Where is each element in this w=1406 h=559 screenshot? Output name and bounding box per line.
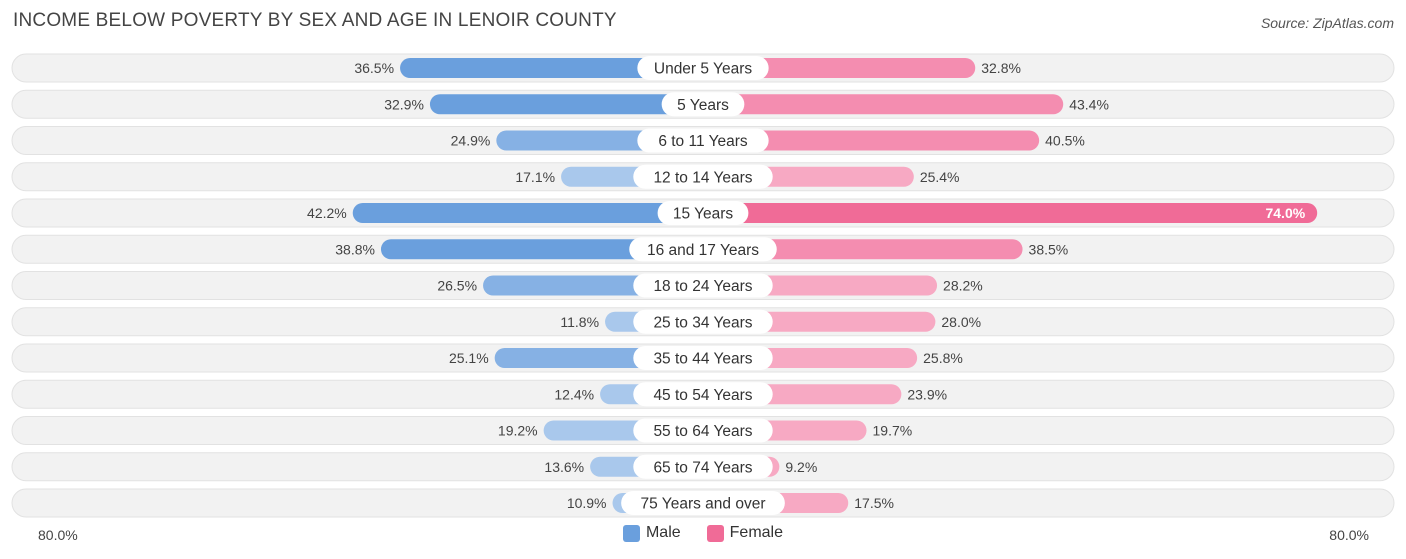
female-bar[interactable]	[693, 203, 1318, 223]
category-label: 18 to 24 Years	[653, 278, 752, 295]
female-bar[interactable]	[693, 94, 1064, 115]
female-value-label: 32.8%	[981, 60, 1021, 76]
chart-row: 26.5% 28.2% 18 to 24 Years	[11, 271, 1395, 300]
category-label: 12 to 14 Years	[653, 169, 752, 186]
male-value-label: 42.2%	[307, 205, 347, 221]
chart-row: 10.9% 17.5% 75 Years and over	[11, 488, 1395, 518]
female-value-label: 9.2%	[785, 459, 817, 475]
male-value-label: 24.9%	[451, 133, 491, 149]
axis-left-label: 80.0%	[38, 527, 78, 543]
legend: Male Female	[0, 524, 1406, 542]
chart-row: 17.1% 25.4% 12 to 14 Years	[11, 162, 1395, 192]
female-bar[interactable]	[693, 130, 1040, 151]
female-value-label: 28.0%	[941, 314, 981, 330]
female-value-label: 25.8%	[923, 350, 963, 366]
category-pill	[633, 164, 773, 189]
female-value-label: 74.0%	[1265, 205, 1305, 221]
female-value-label: 43.4%	[1069, 96, 1109, 112]
chart-row: 32.9% 43.4% 5 Years	[11, 89, 1395, 119]
female-swatch-icon	[706, 524, 724, 542]
category-pill	[621, 491, 785, 515]
legend-female-label: Female	[729, 524, 784, 541]
category-pill	[637, 128, 769, 153]
category-pill	[633, 346, 773, 370]
chart-row: 11.8% 28.0% 25 to 34 Years	[11, 307, 1395, 337]
male-value-label: 32.9%	[384, 96, 424, 112]
category-label: 25 to 34 Years	[653, 314, 752, 331]
chart-row: 24.9% 40.5% 6 to 11 Years	[11, 126, 1395, 155]
chart-row: 12.4% 23.9% 45 to 54 Years	[11, 379, 1395, 409]
male-value-label: 10.9%	[567, 495, 607, 511]
category-label: 35 to 44 Years	[653, 351, 752, 368]
axis-right-label: 80.0%	[1329, 527, 1369, 543]
chart-row: 36.5% 32.8% Under 5 Years	[11, 53, 1395, 83]
legend-item-female[interactable]: Female	[706, 524, 784, 542]
male-value-label: 19.2%	[498, 423, 538, 439]
chart-row: 38.8% 38.5% 16 and 17 Years	[11, 234, 1395, 264]
category-pill	[633, 382, 773, 407]
male-bar[interactable]	[400, 58, 713, 78]
category-label: 15 Years	[673, 206, 734, 223]
male-value-label: 17.1%	[515, 169, 555, 185]
male-value-label: 38.8%	[335, 241, 375, 257]
category-label: 75 Years and over	[641, 496, 766, 513]
female-value-label: 25.4%	[920, 169, 960, 185]
male-value-label: 11.8%	[560, 314, 599, 330]
category-pill	[637, 56, 769, 80]
male-value-label: 13.6%	[544, 459, 584, 475]
male-swatch-icon	[622, 524, 640, 542]
female-value-label: 40.5%	[1045, 133, 1085, 149]
source-credit: Source: ZipAtlas.com	[1260, 15, 1394, 31]
category-pill	[633, 418, 773, 443]
category-pill	[633, 273, 773, 298]
category-pill	[633, 309, 773, 334]
category-pill	[629, 237, 777, 262]
female-value-label: 17.5%	[854, 495, 894, 511]
male-bar[interactable]	[352, 203, 713, 223]
chart-row: 25.1% 25.8% 35 to 44 Years	[11, 343, 1395, 373]
male-value-label: 25.1%	[449, 350, 489, 366]
male-bar[interactable]	[429, 94, 713, 115]
chart-row: 19.2% 19.7% 55 to 64 Years	[11, 416, 1395, 445]
category-pill	[661, 92, 745, 117]
category-label: Under 5 Years	[654, 61, 752, 78]
category-label: 6 to 11 Years	[658, 133, 748, 150]
female-value-label: 38.5%	[1029, 241, 1069, 257]
chart-row: 13.6% 9.2% 65 to 74 Years	[11, 452, 1395, 482]
category-label: 55 to 64 Years	[653, 423, 752, 440]
category-label: 5 Years	[677, 97, 729, 114]
female-value-label: 23.9%	[907, 386, 947, 402]
poverty-bar-chart: 36.5% 32.8% Under 5 Years 32.9% 43.4% 5 Years…	[11, 53, 1395, 518]
chart-row: 42.2% 74.0% 15 Years	[11, 198, 1395, 228]
legend-male-label: Male	[645, 524, 681, 541]
category-label: 65 to 74 Years	[653, 459, 752, 476]
male-value-label: 12.4%	[554, 386, 594, 402]
category-pill	[657, 201, 749, 225]
category-label: 45 to 54 Years	[653, 387, 752, 404]
male-value-label: 36.5%	[354, 60, 394, 76]
female-value-label: 28.2%	[943, 278, 983, 294]
male-value-label: 26.5%	[437, 278, 477, 294]
chart-title: INCOME BELOW POVERTY BY SEX AND AGE IN L…	[13, 10, 617, 31]
male-bar[interactable]	[380, 239, 713, 260]
category-pill	[633, 454, 773, 479]
female-value-label: 19.7%	[873, 423, 913, 439]
category-label: 16 and 17 Years	[647, 242, 759, 259]
legend-item-male[interactable]: Male	[622, 524, 681, 542]
